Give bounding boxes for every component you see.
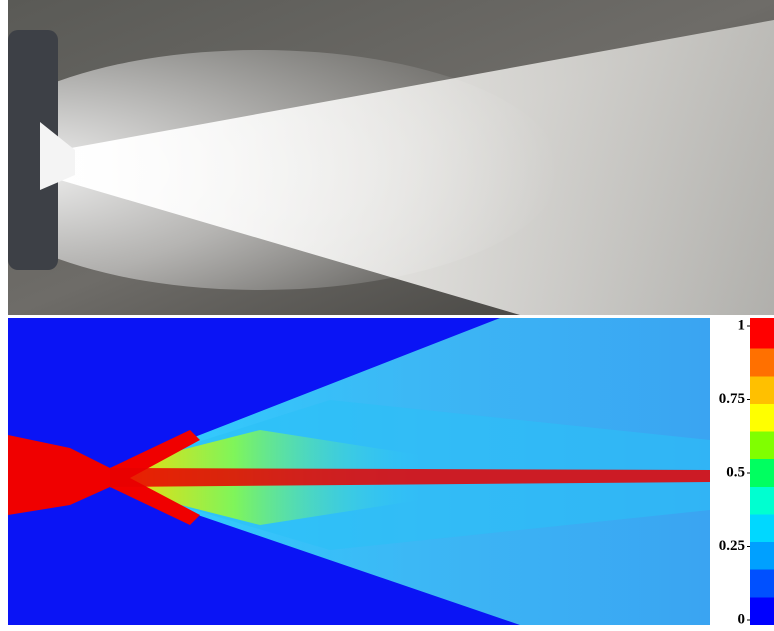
page: 00.250.50.751 (() => { const data = JSON… xyxy=(0,0,774,631)
colorbar-tick-label: 0 xyxy=(738,611,746,627)
colorbar-tick-label: 0.25 xyxy=(719,538,745,554)
figure: 0 0.25 0.5 0.75 1 xyxy=(0,0,774,631)
colorbar-tick-label: 0.75 xyxy=(719,391,745,407)
colorbar-tick-label: 0.5 xyxy=(726,464,745,480)
colorbar-ticks: 0 0.25 0.5 0.75 1 xyxy=(719,317,750,627)
simulation xyxy=(8,318,710,625)
colorbar-tick-label: 1 xyxy=(738,317,746,333)
spray-photo xyxy=(0,0,774,315)
colorbar xyxy=(750,318,774,625)
